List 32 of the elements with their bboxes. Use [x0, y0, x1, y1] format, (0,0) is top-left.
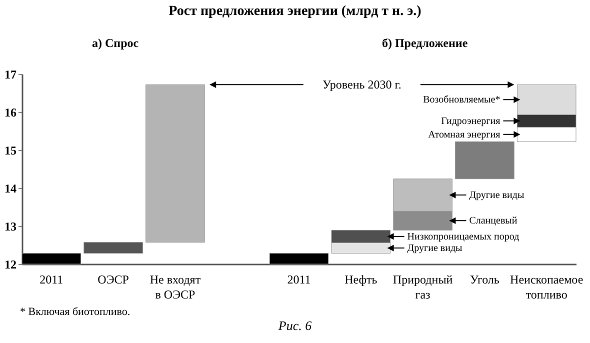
bar [22, 253, 82, 264]
x-tick-label: Природный газ [392, 272, 454, 302]
chart-title: Рост предложения энергии (млрд т н. э.) [168, 3, 422, 21]
x-tick-label: Нефть [344, 272, 378, 286]
bar [269, 253, 329, 264]
text: Рис. 6 [277, 318, 313, 334]
bar [455, 141, 514, 180]
annotation: Уровень 2030 г. [322, 78, 402, 92]
y-tick-label: 17 [4, 68, 16, 82]
series-label: Низкопроницаемых пород [407, 231, 520, 242]
series-label: Сланцевый [469, 216, 518, 227]
y-tick-label: 16 [4, 106, 16, 120]
y-tick-label: 14 [4, 182, 16, 196]
bar [84, 242, 143, 254]
text: * Включая биотопливо. [19, 306, 132, 318]
bar [146, 84, 205, 243]
y-tick-label: 13 [4, 220, 16, 234]
x-tick-label: 2011 [287, 272, 311, 286]
x-tick-label: Неископаемое топливо [510, 272, 584, 302]
x-tick-label: Не входят в ОЭСР [150, 272, 202, 302]
text: б) Предложение [382, 36, 468, 51]
series-label: Другие виды [469, 190, 524, 202]
x-tick-label: 2011 [40, 272, 64, 286]
y-tick-label: 15 [4, 144, 16, 158]
x-tick-label: Уголь [470, 272, 500, 286]
series-label: Атомная энергия [428, 129, 501, 140]
y-tick-label: 12 [4, 258, 16, 272]
text: а) Спрос [92, 36, 139, 51]
series-label: Гидроэнергия [441, 116, 501, 127]
series-label: Возобновляемые* [423, 94, 500, 106]
x-tick-label: ОЭСР [98, 272, 130, 286]
series-label: Другие виды [407, 243, 463, 254]
